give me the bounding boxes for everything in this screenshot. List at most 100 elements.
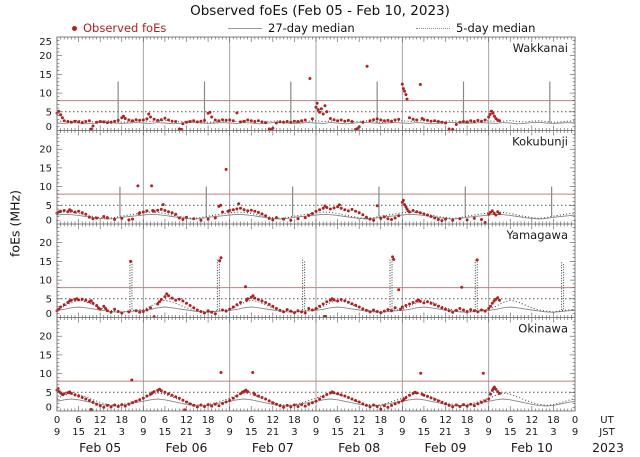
- svg-text:3: 3: [205, 427, 211, 438]
- svg-text:9: 9: [226, 427, 232, 438]
- svg-text:21: 21: [439, 427, 452, 438]
- observed-points: [55, 371, 501, 412]
- dotted-line-icon: [416, 27, 450, 29]
- svg-text:6: 6: [248, 415, 254, 426]
- svg-text:0: 0: [572, 415, 578, 426]
- svg-text:3: 3: [550, 427, 556, 438]
- svg-text:12: 12: [180, 415, 193, 426]
- svg-text:15: 15: [39, 350, 52, 361]
- svg-text:21: 21: [180, 427, 193, 438]
- svg-text:0: 0: [46, 216, 52, 227]
- svg-text:12: 12: [439, 415, 452, 426]
- svg-text:21: 21: [94, 427, 107, 438]
- svg-text:5: 5: [46, 294, 52, 305]
- svg-text:15: 15: [72, 427, 85, 438]
- chart-legend: Observed foEs 27-day median 5-day median: [0, 20, 640, 36]
- svg-text:0: 0: [54, 415, 60, 426]
- station-label: Kokubunji: [512, 135, 568, 149]
- svg-text:15: 15: [39, 257, 52, 268]
- svg-text:Feb 07: Feb 07: [252, 440, 294, 455]
- observed-dot-icon: [72, 25, 77, 31]
- svg-text:21: 21: [353, 427, 366, 438]
- svg-text:18: 18: [202, 415, 215, 426]
- svg-text:3: 3: [291, 427, 297, 438]
- svg-text:UT: UT: [600, 415, 614, 426]
- svg-text:5: 5: [46, 107, 52, 118]
- svg-text:6: 6: [507, 415, 513, 426]
- svg-text:9: 9: [485, 427, 491, 438]
- svg-text:6: 6: [162, 415, 168, 426]
- svg-text:15: 15: [39, 163, 52, 174]
- observed-points: [55, 255, 501, 319]
- svg-text:18: 18: [288, 415, 301, 426]
- svg-text:15: 15: [418, 427, 431, 438]
- svg-text:12: 12: [525, 415, 538, 426]
- station-label: Wakkanai: [513, 41, 568, 55]
- svg-text:9: 9: [399, 427, 405, 438]
- observed-points: [55, 64, 501, 132]
- legend-observed-label: Observed foEs: [83, 21, 167, 35]
- svg-text:25: 25: [39, 37, 52, 48]
- panel-wakkanai: 0 5 10 15 20 25 Wakkanai: [39, 36, 576, 133]
- svg-text:Feb 09: Feb 09: [424, 440, 466, 455]
- legend-median5: 5-day median: [416, 20, 535, 36]
- legend-median27: 27-day median: [228, 20, 355, 36]
- median27-line: [56, 121, 576, 125]
- solid-line-icon: [228, 27, 262, 29]
- svg-text:20: 20: [39, 145, 52, 156]
- svg-text:6: 6: [334, 415, 340, 426]
- svg-text:6: 6: [421, 415, 427, 426]
- svg-text:Feb 05: Feb 05: [79, 440, 121, 455]
- median5-line: [56, 299, 576, 313]
- svg-text:5: 5: [46, 201, 52, 212]
- svg-text:15: 15: [504, 427, 517, 438]
- svg-text:10: 10: [39, 182, 52, 193]
- svg-text:15: 15: [331, 427, 344, 438]
- svg-text:0: 0: [226, 415, 232, 426]
- svg-text:21: 21: [525, 427, 538, 438]
- svg-text:3: 3: [378, 427, 384, 438]
- svg-text:20: 20: [39, 51, 52, 62]
- panel-kokubunji: 0 5 10 15 20 Kokubunji: [39, 130, 576, 227]
- svg-text:Feb 06: Feb 06: [165, 440, 207, 455]
- svg-text:0: 0: [399, 415, 405, 426]
- svg-text:18: 18: [461, 415, 474, 426]
- panel-okinawa: 0 5 10 15 20 Okinawa: [39, 317, 576, 414]
- svg-text:12: 12: [94, 415, 107, 426]
- svg-text:0: 0: [140, 415, 146, 426]
- svg-text:6: 6: [75, 415, 81, 426]
- svg-text:18: 18: [115, 415, 128, 426]
- svg-text:10: 10: [39, 89, 52, 100]
- legend-median27-label: 27-day median: [268, 21, 355, 35]
- svg-text:18: 18: [547, 415, 560, 426]
- svg-text:0: 0: [313, 415, 319, 426]
- svg-text:15: 15: [159, 427, 172, 438]
- panel-yamagawa: 0 5 10 15 20 Yamagawa: [39, 223, 576, 320]
- svg-text:21: 21: [266, 427, 279, 438]
- svg-text:3: 3: [464, 427, 470, 438]
- svg-text:12: 12: [266, 415, 279, 426]
- svg-text:9: 9: [572, 427, 578, 438]
- svg-text:5: 5: [46, 388, 52, 399]
- svg-text:0: 0: [46, 122, 52, 133]
- chart-title: Observed foEs (Feb 05 - Feb 10, 2023): [190, 3, 450, 19]
- svg-text:12: 12: [353, 415, 366, 426]
- station-label: Yamagawa: [505, 228, 568, 242]
- svg-text:10: 10: [39, 276, 52, 287]
- svg-text:15: 15: [245, 427, 258, 438]
- station-label: Okinawa: [518, 322, 568, 336]
- svg-text:9: 9: [54, 427, 60, 438]
- svg-text:Feb 08: Feb 08: [338, 440, 380, 455]
- svg-text:3: 3: [119, 427, 125, 438]
- svg-text:9: 9: [140, 427, 146, 438]
- svg-text:20: 20: [39, 332, 52, 343]
- svg-text:10: 10: [39, 369, 52, 380]
- svg-text:Feb 10: Feb 10: [511, 440, 553, 455]
- svg-text:18: 18: [374, 415, 387, 426]
- svg-text:15: 15: [39, 70, 52, 81]
- svg-text:0: 0: [46, 403, 52, 414]
- svg-text:0: 0: [46, 309, 52, 320]
- svg-text:9: 9: [313, 427, 319, 438]
- svg-text:0: 0: [485, 415, 491, 426]
